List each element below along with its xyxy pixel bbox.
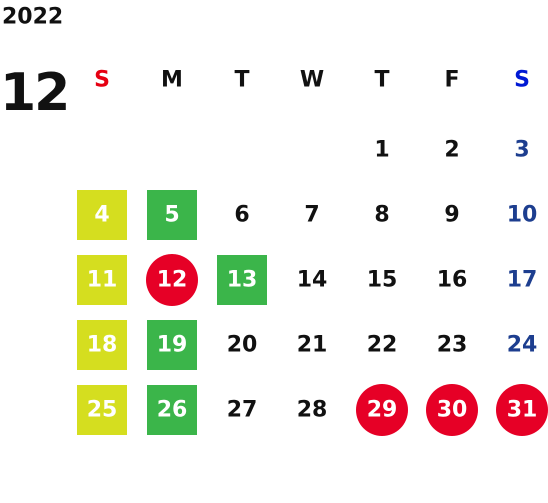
weekday: S <box>514 68 530 93</box>
day-highlight <box>147 385 197 435</box>
day: 1 <box>374 138 389 163</box>
day: 10 <box>507 203 538 228</box>
weekday: F <box>444 68 459 93</box>
day: 20 <box>227 333 258 358</box>
weekday: T <box>374 68 389 93</box>
day: 12 <box>157 268 188 293</box>
year: 2022 <box>2 5 63 30</box>
weekday: W <box>300 68 324 93</box>
day: 7 <box>304 203 319 228</box>
day: 23 <box>437 333 468 358</box>
day: 24 <box>507 333 538 358</box>
day: 30 <box>437 398 468 423</box>
month: 12 <box>0 63 68 123</box>
day-highlight <box>426 384 478 436</box>
day: 13 <box>227 268 258 293</box>
day: 4 <box>94 203 109 228</box>
day-highlight <box>147 320 197 370</box>
day: 16 <box>437 268 468 293</box>
day: 19 <box>157 333 188 358</box>
day: 9 <box>444 203 459 228</box>
day: 17 <box>507 268 538 293</box>
day: 11 <box>87 268 118 293</box>
day-highlight <box>77 255 127 305</box>
day: 18 <box>87 333 118 358</box>
day-highlight <box>77 385 127 435</box>
weekday: M <box>161 68 183 93</box>
day-highlight <box>217 255 267 305</box>
day: 22 <box>367 333 398 358</box>
day: 27 <box>227 398 258 423</box>
day: 14 <box>297 268 328 293</box>
day: 25 <box>87 398 118 423</box>
day-highlight <box>146 254 198 306</box>
day: 29 <box>367 398 398 423</box>
day-highlight <box>147 190 197 240</box>
weekday: S <box>94 68 110 93</box>
day: 8 <box>374 203 389 228</box>
day-highlight <box>356 384 408 436</box>
day: 31 <box>507 398 538 423</box>
weekday: T <box>234 68 249 93</box>
day-highlight <box>77 320 127 370</box>
day: 21 <box>297 333 328 358</box>
day: 3 <box>514 138 529 163</box>
day: 6 <box>234 203 249 228</box>
day: 15 <box>367 268 398 293</box>
day: 26 <box>157 398 188 423</box>
day: 28 <box>297 398 328 423</box>
day-highlight <box>496 384 548 436</box>
day: 2 <box>444 138 459 163</box>
day: 5 <box>164 203 179 228</box>
day-highlight <box>77 190 127 240</box>
